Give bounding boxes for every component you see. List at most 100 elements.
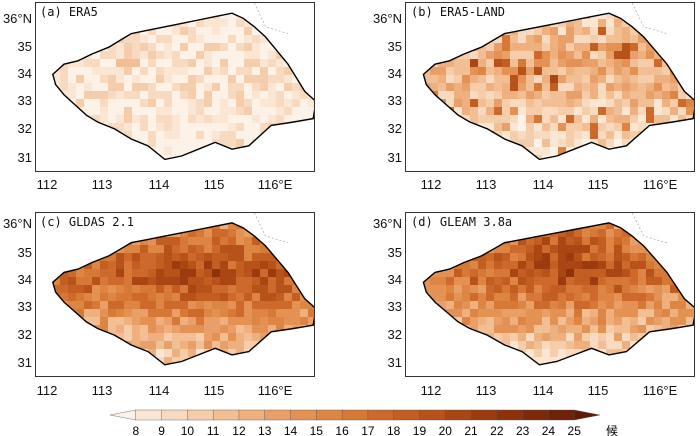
- colorbar-tick-label: 21: [464, 424, 478, 436]
- colorbar-swatch: [212, 409, 240, 421]
- colorbar-swatch: [496, 409, 524, 421]
- province-boundary-a: [254, 3, 289, 34]
- y-tick-d-33: 33: [387, 299, 402, 314]
- province-boundary-b: [631, 3, 668, 34]
- colorbar-extend-high: [574, 409, 601, 421]
- basin-outline-c: [52, 222, 314, 366]
- colorbar-swatch: [316, 409, 343, 421]
- y-tick-c-34: 34: [17, 272, 32, 287]
- x-tick-a-112: 112: [36, 177, 58, 192]
- x-tick-d-113: 113: [475, 383, 497, 398]
- y-tick-b-34: 34: [387, 66, 402, 81]
- colorbar-unit-label: 候: [606, 424, 618, 436]
- y-tick-a-31: 31: [17, 150, 32, 165]
- panel-label-d: (d) GLEAM 3.8a: [411, 215, 513, 229]
- colorbar-tick-label: 17: [361, 424, 375, 436]
- map-frame-c: [35, 212, 315, 377]
- y-tick-d-35: 35: [387, 245, 402, 260]
- colorbar-swatch: [548, 409, 575, 421]
- basin-outline-d: [422, 222, 694, 366]
- basin-outline-b: [422, 12, 694, 161]
- x-tick-c-113: 113: [91, 383, 113, 398]
- y-tick-b-36: 36°N: [372, 11, 402, 26]
- map-c: [52, 213, 314, 366]
- y-tick-b-32: 32: [387, 121, 402, 136]
- colorbar-tick-label: 11: [207, 424, 220, 436]
- colorbar-tick-label: 18: [387, 424, 401, 436]
- map-frame-d: [405, 212, 695, 377]
- y-tick-d-31: 31: [387, 355, 402, 370]
- y-tick-a-36: 36°N: [2, 11, 32, 26]
- map-field-d: [423, 222, 694, 365]
- colorbar-swatch: [522, 409, 549, 421]
- colorbar-tick-label: 10: [181, 424, 195, 436]
- y-tick-b-35: 35: [387, 39, 402, 54]
- x-tick-b-114: 114: [532, 177, 554, 192]
- x-tick-a-113: 113: [91, 177, 113, 192]
- colorbar-tick-label: 12: [232, 424, 246, 436]
- map-field-b: [423, 13, 694, 160]
- y-tick-a-33: 33: [17, 93, 32, 108]
- y-tick-d-34: 34: [387, 272, 402, 287]
- colorbar-tick-label: 16: [335, 424, 349, 436]
- x-tick-b-112: 112: [420, 177, 442, 192]
- x-tick-a-116: 116°E: [257, 177, 293, 192]
- x-tick-d-112: 112: [420, 383, 442, 398]
- colorbar-tick-label: 14: [284, 424, 298, 436]
- y-tick-c-32: 32: [17, 327, 32, 342]
- map-b: [422, 3, 694, 161]
- colorbar-tick-label: 23: [516, 424, 530, 436]
- colorbar-swatch: [445, 409, 472, 421]
- map-a: [52, 3, 314, 161]
- panel-label-a: (a) ERA5: [40, 5, 98, 19]
- y-tick-a-35: 35: [17, 39, 32, 54]
- basin-outline-a: [52, 12, 314, 161]
- x-tick-b-116: 116°E: [642, 177, 678, 192]
- colorbar-swatch: [367, 409, 395, 421]
- y-tick-c-36: 36°N: [2, 216, 32, 231]
- map-d: [422, 213, 694, 366]
- colorbar-tick-label: 19: [413, 424, 427, 436]
- colorbar-swatch: [187, 409, 214, 421]
- colorbar-tick-label: 25: [568, 424, 582, 436]
- colorbar-tick-label: 20: [439, 424, 453, 436]
- x-tick-d-115: 115: [587, 383, 609, 398]
- colorbar-extend-low: [109, 409, 136, 421]
- y-tick-c-31: 31: [17, 355, 32, 370]
- colorbar-swatch: [161, 409, 188, 421]
- x-tick-c-114: 114: [148, 383, 170, 398]
- y-tick-a-32: 32: [17, 121, 32, 136]
- colorbar-swatch: [238, 409, 266, 421]
- x-tick-d-116: 116°E: [642, 383, 678, 398]
- x-tick-b-115: 115: [587, 177, 609, 192]
- y-tick-b-33: 33: [387, 93, 402, 108]
- panel-label-c: (c) GLDAS 2.1: [40, 215, 134, 229]
- province-boundary-c: [254, 213, 289, 243]
- y-tick-c-33: 33: [17, 299, 32, 314]
- map-frame-b: [405, 2, 695, 172]
- colorbar-tick-label: 9: [158, 424, 165, 436]
- colorbar-tick-label: 13: [258, 424, 272, 436]
- colorbar-swatch: [470, 409, 498, 421]
- colorbar-tick-label: 24: [542, 424, 556, 436]
- colorbar-tick-label: 8: [132, 424, 139, 436]
- colorbar-swatch: [393, 409, 420, 421]
- colorbar-tick-label: 22: [490, 424, 504, 436]
- colorbar-swatch: [419, 409, 446, 421]
- panel-label-b: (b) ERA5-LAND: [411, 5, 505, 19]
- map-field-c: [52, 222, 314, 365]
- y-tick-c-35: 35: [17, 245, 32, 260]
- y-tick-b-31: 31: [387, 150, 402, 165]
- x-tick-c-115: 115: [203, 383, 225, 398]
- map-frame-a: [35, 2, 315, 172]
- colorbar-swatch: [290, 409, 317, 421]
- colorbar-swatch: [264, 409, 292, 421]
- colorbar-swatch: [135, 409, 163, 421]
- y-tick-d-32: 32: [387, 327, 402, 342]
- y-tick-d-36: 36°N: [372, 216, 402, 231]
- map-field-a: [52, 13, 314, 160]
- colorbar-swatch: [341, 409, 369, 421]
- x-tick-a-114: 114: [148, 177, 170, 192]
- x-tick-a-115: 115: [203, 177, 225, 192]
- province-boundary-d: [631, 213, 668, 243]
